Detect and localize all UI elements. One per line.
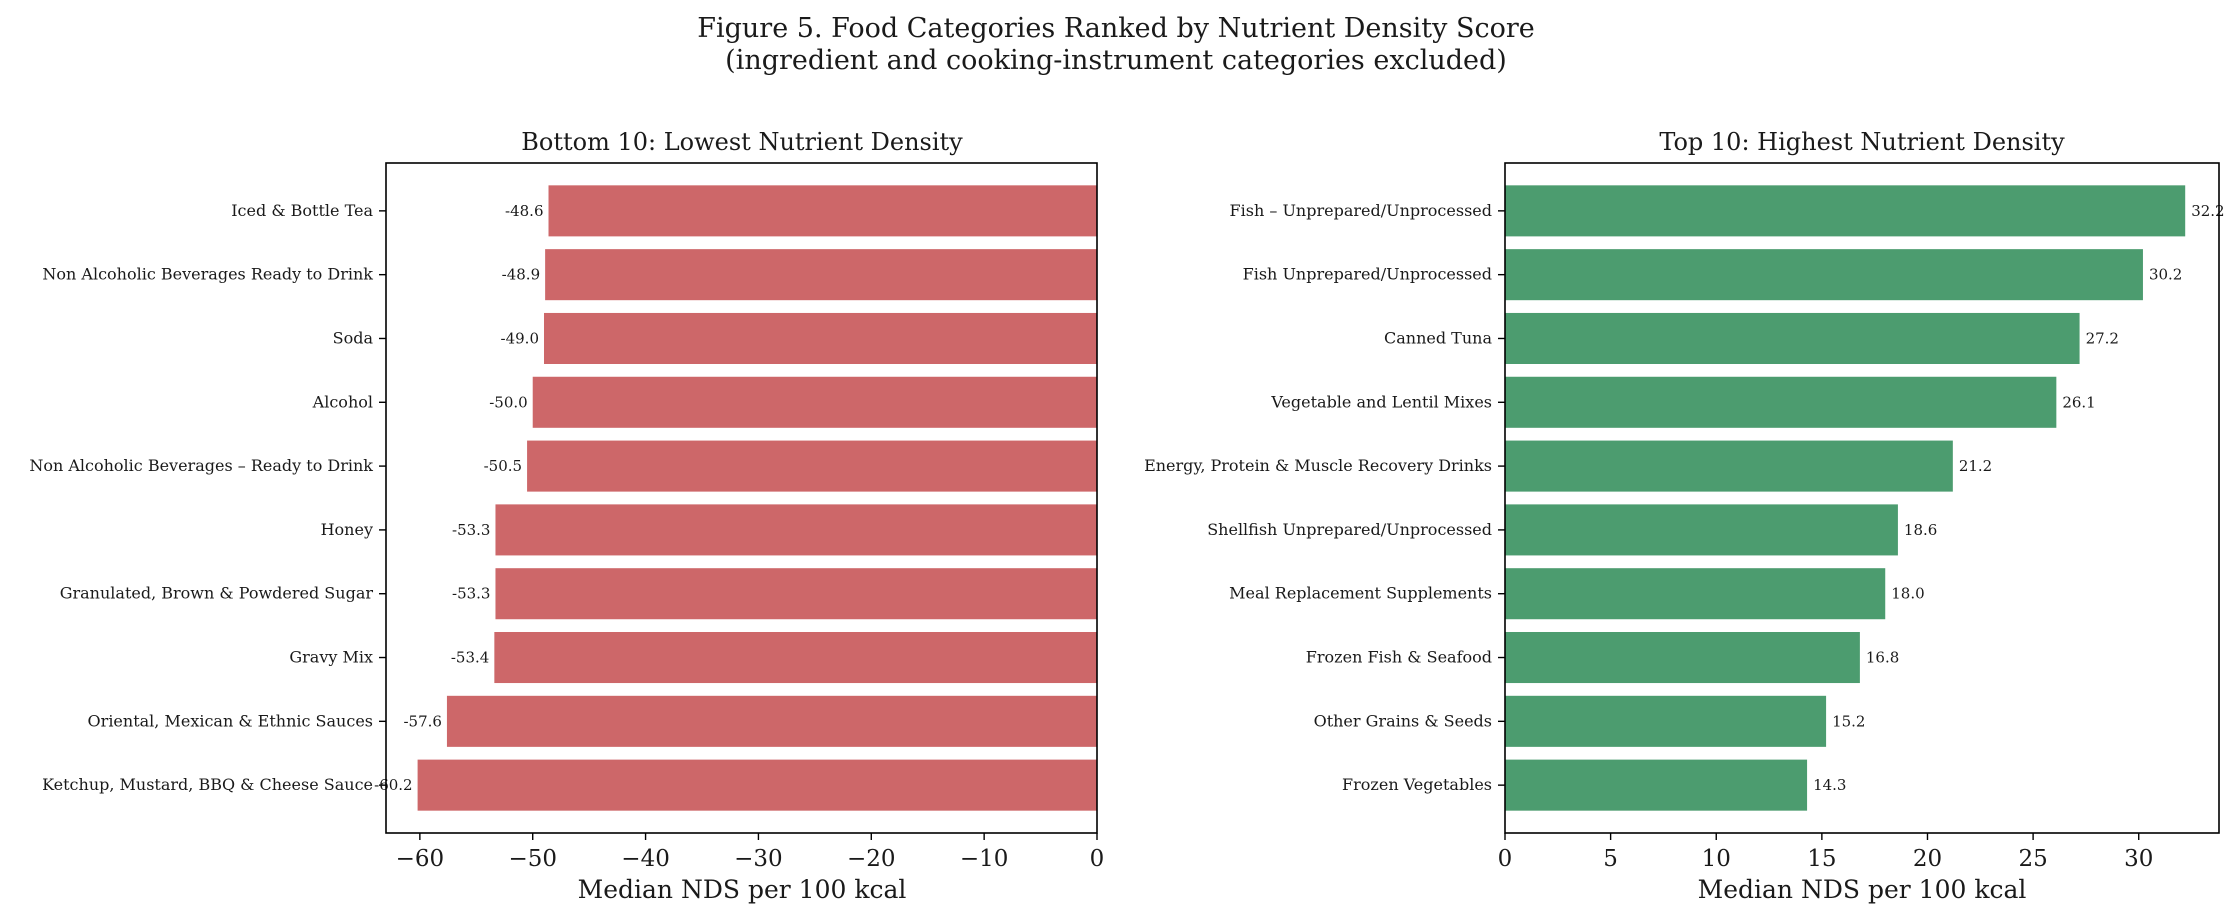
top-10-chart-title: Top 10: Highest Nutrient Density (1659, 128, 2065, 156)
top-10-y-tick-label: Canned Tuna (1384, 328, 1492, 347)
top-10-x-tick-label: 10 (1702, 846, 1731, 872)
figure-title-line2: (ingredient and cooking-instrument categ… (725, 45, 1507, 76)
bottom-10-y-tick-label: Iced & Bottle Tea (231, 201, 373, 220)
top-10-data-label: 30.2 (2149, 266, 2182, 284)
bottom-10-y-tick-label: Oriental, Mexican & Ethnic Sauces (88, 711, 373, 730)
bottom-10-axes-frame (385, 162, 1098, 834)
top-10-data-label: 32.2 (2191, 202, 2224, 220)
bottom-10-data-label: -53.3 (452, 521, 490, 539)
bottom-10-bar (544, 312, 1097, 364)
bottom-10-y-tick-label: Soda (333, 328, 374, 347)
bottom-10-bar (532, 376, 1097, 428)
bottom-10-data-label: -50.5 (484, 457, 522, 475)
top-10-bar (1505, 440, 1953, 492)
bottom-10-y-tick-label: Gravy Mix (289, 648, 373, 667)
bottom-10-bar (527, 440, 1097, 492)
top-10-bar (1505, 185, 2186, 237)
bottom-10-chart-title: Bottom 10: Lowest Nutrient Density (521, 128, 963, 156)
bottom-10-data-label: -48.9 (502, 266, 540, 284)
top-10-bar (1505, 504, 1898, 556)
top-10-y-tick-label: Frozen Fish & Seafood (1306, 648, 1492, 667)
top-10-data-label: 18.6 (1904, 521, 1937, 539)
bottom-10-x-tick-label: −60 (396, 846, 445, 872)
top-10-bar (1505, 759, 1808, 811)
bottom-10-bar (548, 185, 1097, 237)
bottom-10-y-tick-label: Ketchup, Mustard, BBQ & Cheese Sauce (42, 775, 373, 794)
top-10-bar (1505, 376, 2057, 428)
bottom-10-bar (495, 504, 1097, 556)
top-10-bar (1505, 249, 2143, 301)
top-10-x-tick-label: 25 (2018, 846, 2047, 872)
bottom-10-y-tick-label: Granulated, Brown & Powdered Sugar (60, 584, 374, 603)
top-10-y-tick-label: Shellfish Unprepared/Unprocessed (1207, 520, 1492, 539)
top-10-y-tick-label: Other Grains & Seeds (1314, 711, 1492, 730)
bottom-10-data-label: -50.0 (489, 393, 527, 411)
top-10-data-label: 15.2 (1832, 712, 1865, 730)
bottom-10-x-tick-label: 0 (1090, 846, 1105, 872)
top-10-data-label: 16.8 (1866, 649, 1899, 667)
top-10-bar (1505, 312, 2080, 364)
top-10-chart: Top 10: Highest Nutrient Density Median … (1144, 128, 2225, 904)
bottom-10-bar (417, 759, 1098, 811)
top-10-data-label: 18.0 (1891, 585, 1924, 603)
bottom-10-y-tick-label: Non Alcoholic Beverages – Ready to Drink (29, 456, 373, 475)
bottom-10-x-tick-label: −20 (847, 846, 896, 872)
figure-title-line1: Figure 5. Food Categories Ranked by Nutr… (697, 13, 1535, 44)
top-10-x-tick-label: 5 (1603, 846, 1618, 872)
bottom-10-y-tick-label: Non Alcoholic Beverages Ready to Drink (42, 265, 373, 284)
top-10-x-tick-label: 30 (2124, 846, 2153, 872)
bottom-10-x-tick-label: −40 (621, 846, 670, 872)
bottom-10-y-tick-label: Alcohol (312, 392, 373, 411)
bottom-10-bar (446, 695, 1097, 747)
top-10-x-tick-label: 0 (1498, 846, 1513, 872)
top-10-bar (1505, 632, 1860, 684)
bottom-10-bar (495, 568, 1097, 620)
top-10-bar (1505, 695, 1827, 747)
top-10-data-label: 27.2 (2086, 329, 2119, 347)
top-10-axes-frame (1504, 162, 2220, 834)
top-10-data-label: 21.2 (1959, 457, 1992, 475)
bottom-10-y-tick-label: Honey (321, 520, 373, 539)
top-10-y-tick-label: Vegetable and Lentil Mixes (1270, 392, 1492, 411)
top-10-y-tick-label: Energy, Protein & Muscle Recovery Drinks (1144, 456, 1492, 475)
top-10-y-tick-label: Fish – Unprepared/Unprocessed (1230, 201, 1492, 220)
bottom-10-bar (494, 632, 1097, 684)
top-10-y-tick-label: Meal Replacement Supplements (1229, 584, 1492, 603)
bottom-10-bar (545, 249, 1097, 301)
top-10-x-axis-label: Median NDS per 100 kcal (1698, 875, 2027, 904)
bottom-10-x-tick-label: −30 (734, 846, 783, 872)
top-10-bar (1505, 568, 1886, 620)
top-10-y-tick-label: Fish Unprepared/Unprocessed (1243, 265, 1492, 284)
top-10-y-tick-label: Frozen Vegetables (1342, 775, 1492, 794)
top-10-x-tick-label: 20 (1913, 846, 1942, 872)
top-10-data-label: 14.3 (1813, 776, 1846, 794)
bottom-10-data-label: -53.4 (451, 649, 489, 667)
bottom-10-data-label: -53.3 (452, 585, 490, 603)
bottom-10-x-tick-label: −50 (508, 846, 557, 872)
top-10-x-tick-label: 15 (1807, 846, 1836, 872)
bottom-10-x-tick-label: −10 (960, 846, 1009, 872)
bottom-10-chart: Bottom 10: Lowest Nutrient Density Media… (29, 128, 1104, 904)
bottom-10-data-label: -49.0 (501, 329, 539, 347)
bottom-10-data-label: -57.6 (403, 712, 441, 730)
bottom-10-data-label: -48.6 (505, 202, 543, 220)
bottom-10-x-axis-label: Median NDS per 100 kcal (578, 875, 907, 904)
bottom-10-data-label: -60.2 (374, 776, 412, 794)
top-10-data-label: 26.1 (2062, 393, 2095, 411)
